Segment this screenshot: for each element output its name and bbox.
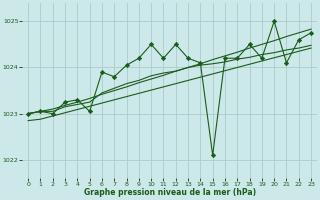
X-axis label: Graphe pression niveau de la mer (hPa): Graphe pression niveau de la mer (hPa)	[84, 188, 256, 197]
